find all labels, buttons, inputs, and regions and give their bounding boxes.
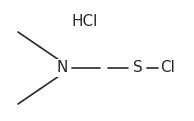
Text: Cl: Cl [161, 60, 175, 76]
Text: N: N [56, 60, 68, 76]
Text: HCl: HCl [72, 15, 98, 30]
Text: S: S [133, 60, 143, 76]
